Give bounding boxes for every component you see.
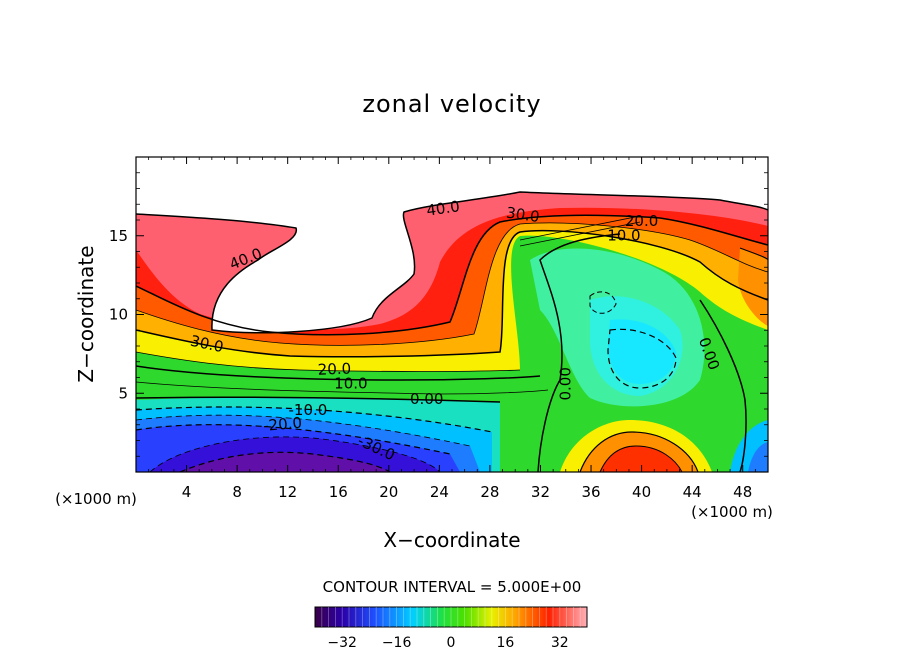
colorbar-tick-label: −32 — [327, 635, 357, 651]
colorbar-tick-label: 32 — [551, 635, 569, 651]
x-tick-label: 32 — [531, 483, 550, 501]
contour-label: 10.0 — [334, 374, 367, 392]
contour-interval-text: CONTOUR INTERVAL = 5.000E+00 — [323, 578, 582, 596]
colorbar-tick-label: 16 — [496, 635, 514, 651]
y-tick-label: 10 — [109, 306, 128, 324]
x-tick-label: 24 — [430, 483, 449, 501]
colorbar-tick-label: 0 — [447, 635, 456, 651]
contour-label: 30.0 — [505, 204, 541, 226]
contour-label: -20.0 — [262, 414, 302, 435]
y-axis: 5 10 15 — [109, 172, 768, 457]
x-axis-label: X−coordinate — [383, 528, 520, 552]
y-axis-label: Z−coordinate — [74, 245, 98, 382]
contour-label: 0.00 — [556, 367, 574, 400]
x-tick-label: 16 — [329, 483, 348, 501]
x-tick-label: 28 — [480, 483, 499, 501]
colorbar-bands — [321, 607, 581, 627]
y-tick-label: 15 — [109, 227, 128, 245]
contour-fill — [136, 157, 768, 472]
x-tick-label: 8 — [232, 483, 242, 501]
colorbar-ticks: −32 −16 0 16 32 — [327, 635, 568, 651]
contour-label: 0.00 — [410, 390, 443, 408]
contour-lines — [136, 191, 768, 472]
contour-label: -10.0 — [288, 401, 327, 419]
x-tick-label: 20 — [379, 483, 398, 501]
x-tick-label: 48 — [733, 483, 752, 501]
contour-label: 20.0 — [317, 360, 351, 379]
x-tick-label: 4 — [182, 483, 192, 501]
contour-label: 40.0 — [425, 197, 461, 219]
y-tick-label: 5 — [118, 384, 128, 402]
x-tick-label: 12 — [278, 483, 297, 501]
x-unit-right: (×1000 m) — [691, 503, 773, 521]
x-tick-label: 36 — [581, 483, 600, 501]
contour-label: 20.0 — [625, 212, 658, 230]
x-axis: 4 8 12 16 20 24 28 32 36 40 44 48 — [148, 157, 756, 501]
colorbar — [314, 606, 588, 628]
x-unit-left: (×1000 m) — [55, 490, 137, 508]
x-tick-label: 40 — [632, 483, 651, 501]
colorbar-tick-label: −16 — [382, 635, 412, 651]
contour-label: 10.0 — [607, 226, 640, 244]
x-tick-label: 44 — [683, 483, 702, 501]
chart-title: zonal velocity — [362, 90, 541, 118]
